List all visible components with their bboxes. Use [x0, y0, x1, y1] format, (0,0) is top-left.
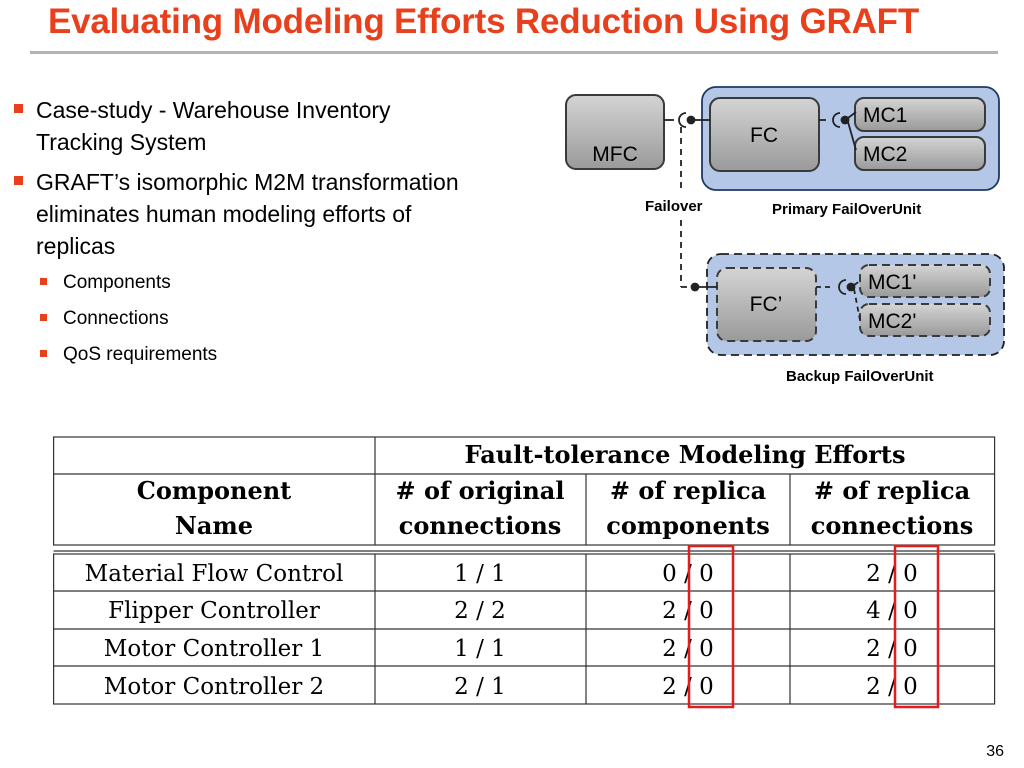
mc1-backup-component [859, 264, 991, 298]
table-grid [53, 436, 996, 705]
highlight-box-replica-components [687, 544, 735, 709]
bullet-text: GRAFT’s isomorphic M2M transformation [36, 169, 459, 195]
bullet-marker-icon [14, 176, 23, 185]
fc-backup-component [716, 267, 817, 342]
mfc-component [565, 94, 665, 170]
bullet-text: Case-study - Warehouse Inventory [36, 97, 391, 123]
column-header-replica-connections: # of replica [814, 476, 970, 505]
sub-bullet-text: Components [63, 272, 171, 293]
sub-bullet-marker-icon [40, 278, 47, 285]
bullet-text: eliminates human modeling efforts of [36, 201, 412, 227]
mc2-label: MC2 [863, 143, 907, 166]
table-group-header: Fault-tolerance Modeling Efforts [465, 440, 906, 469]
mfc-fc-connector-icon [664, 112, 710, 128]
mc1-backup-label: MC1' [868, 271, 916, 294]
fc-label: FC [750, 124, 778, 147]
fc-mc-connector-icon [819, 111, 857, 151]
title-divider [30, 51, 998, 54]
mc2-backup-label: MC2' [868, 310, 916, 333]
table-cell-replica-connections: 2 / 0 [866, 561, 918, 587]
fc-backup-label: FC’ [750, 293, 783, 316]
bullet-item: Case-study - Warehouse Inventory Trackin… [14, 94, 574, 158]
table-cell-original: 1 / 1 [454, 636, 506, 662]
sub-bullet-marker-icon [40, 350, 47, 357]
column-header-replica-components: # of replica [610, 476, 766, 505]
modeling-efforts-table: Fault-tolerance Modeling Efforts Compone… [53, 436, 996, 709]
page-number: 36 [986, 743, 1004, 760]
table-cell-original: 1 / 1 [454, 561, 506, 587]
sub-bullet-text: QoS requirements [63, 344, 218, 365]
table-cell-original: 2 / 1 [454, 674, 506, 700]
backup-unit-label: Backup FailOverUnit [786, 368, 934, 385]
slide-title: Evaluating Modeling Efforts Reduction Us… [48, 2, 920, 41]
column-header-component-name: Name [175, 511, 253, 540]
mc1-label: MC1 [863, 104, 907, 127]
column-header-original-connections: connections [399, 511, 562, 540]
table-cell-name: Motor Controller 2 [104, 674, 324, 700]
highlight-box-replica-connections [893, 544, 940, 709]
sub-bullet-item: Components [14, 270, 574, 295]
failover-label: Failover [645, 198, 703, 215]
table-cell-replica-connections: 4 / 0 [866, 598, 918, 624]
table-cell-name: Material Flow Control [85, 561, 344, 587]
sub-bullet-text: Connections [63, 308, 169, 329]
table-cell-name: Motor Controller 1 [104, 636, 324, 662]
table-cell-original: 2 / 2 [454, 598, 506, 624]
bullet-text: Tracking System [36, 129, 207, 155]
failover-diagram: MFC FC MC1 MC2 FC’ MC1' MC2' [565, 86, 1005, 385]
table-cell-replica-connections: 2 / 0 [866, 636, 918, 662]
bullet-text: replicas [36, 233, 116, 259]
sub-bullet-item: Connections [14, 306, 574, 331]
bullet-item: GRAFT’s isomorphic M2M transformation el… [14, 166, 574, 262]
table-cell-replica-connections: 2 / 0 [866, 674, 918, 700]
column-header-replica-connections: connections [811, 511, 974, 540]
bullet-list: Case-study - Warehouse Inventory Trackin… [14, 94, 574, 378]
mc1-component [854, 97, 986, 132]
primary-unit-label: Primary FailOverUnit [772, 201, 921, 218]
bullet-marker-icon [14, 104, 23, 113]
column-header-component-name: Component [137, 476, 292, 505]
column-header-original-connections: # of original [396, 476, 565, 505]
mfc-label: MFC [592, 143, 638, 166]
fc-component [709, 97, 820, 172]
sub-bullet-item: QoS requirements [14, 342, 574, 367]
column-header-replica-components: components [606, 511, 770, 540]
table-cell-name: Flipper Controller [108, 598, 320, 624]
sub-bullet-marker-icon [40, 314, 47, 321]
failover-label-bg [640, 196, 712, 216]
backup-connector-icon [690, 282, 717, 292]
backup-mc-connector-icon [816, 279, 861, 321]
mc2-component [854, 136, 986, 171]
